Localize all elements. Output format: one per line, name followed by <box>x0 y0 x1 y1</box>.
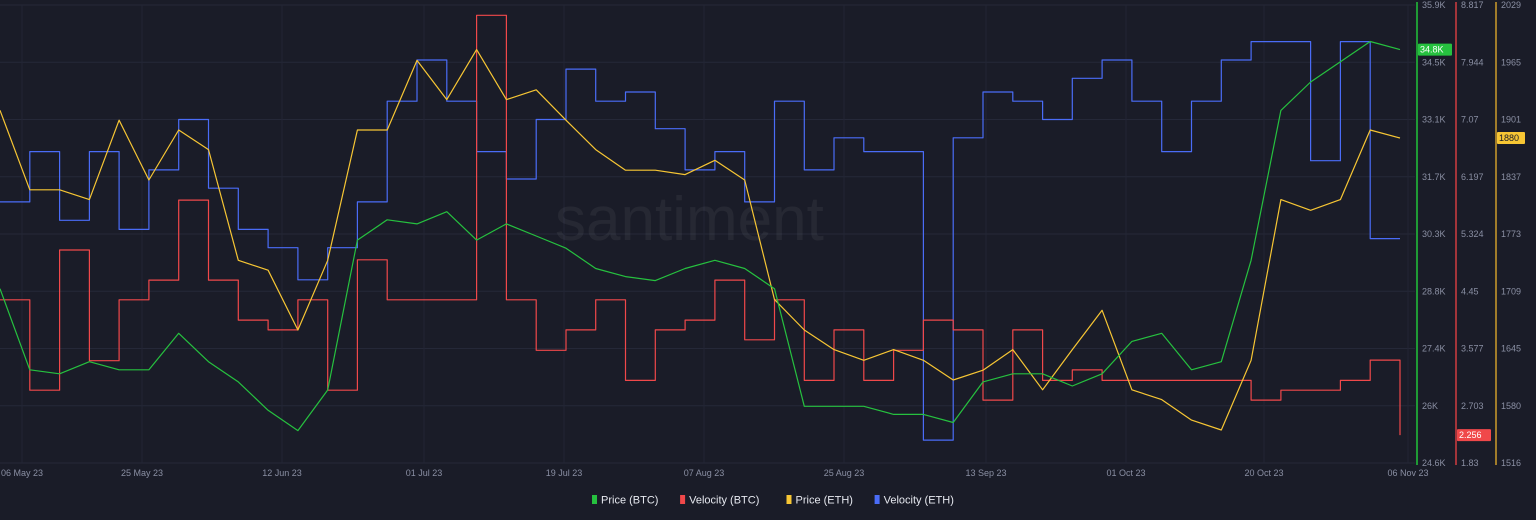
axis-tick-label: 24.6K <box>1422 458 1446 468</box>
legend: Price (BTC) Velocity (BTC) Price (ETH) Velo… <box>592 495 954 507</box>
x-tick-label: 25 Aug 23 <box>824 468 865 478</box>
current-value-badge <box>1418 43 1452 56</box>
current-value-label: 2.256 <box>1459 430 1482 440</box>
legend-swatch <box>592 495 597 504</box>
axis-tick-label: 3.577 <box>1461 344 1484 354</box>
current-value-label: 1880 <box>1499 133 1519 143</box>
axis-tick-label: 30.3K <box>1422 229 1446 239</box>
legend-swatch <box>786 495 792 504</box>
legend-swatch <box>680 495 686 504</box>
axis-tick-label: 1709 <box>1501 286 1521 296</box>
axis-tick-label: 1901 <box>1501 115 1521 125</box>
axis-tick-label: 33.1K <box>1422 115 1446 125</box>
axis-tick-label: 28.8K <box>1422 286 1446 296</box>
axis-tick-label: 1773 <box>1501 229 1521 239</box>
x-tick-label: 06 Nov 23 <box>1387 468 1428 478</box>
axis-tick-label: 1965 <box>1501 57 1521 67</box>
current-value-badge <box>1457 429 1491 442</box>
legend-swatch <box>874 495 880 504</box>
legend-label: Price (BTC) <box>601 495 658 507</box>
axis-tick-label: 4.45 <box>1461 286 1479 296</box>
axis-tick-label: 2.703 <box>1461 401 1484 411</box>
axis-tick-label: 1645 <box>1501 344 1521 354</box>
current-value-label: 34.8K <box>1420 45 1444 55</box>
series-line-velocity-eth <box>0 41 1400 441</box>
series-line-velocity-btc <box>0 14 1401 436</box>
legend-item[interactable]: Velocity (BTC) <box>680 495 759 507</box>
x-axis: 06 May 23 25 May 23 12 Jun 23 01 Jul 23 19 J… <box>1 468 1429 478</box>
axis-tick-label: 2029 <box>1501 0 1521 10</box>
axis-tick-label: 7.07 <box>1461 115 1479 125</box>
legend-item[interactable]: Price (BTC) <box>592 495 658 507</box>
axis-tick-label: 5.324 <box>1461 229 1484 239</box>
axis-tick-label: 1.83 <box>1461 458 1479 468</box>
axis-tick-label: 35.9K <box>1422 0 1446 10</box>
axis-tick-label: 31.7K <box>1422 172 1446 182</box>
axis-tick-label: 27.4K <box>1422 344 1446 354</box>
series-line-price-eth <box>0 49 1401 431</box>
x-tick-label: 13 Sep 23 <box>965 468 1006 478</box>
x-tick-label: 19 Jul 23 <box>546 468 583 478</box>
x-tick-label: 06 May 23 <box>1 468 43 478</box>
axis-tick-label: 6.197 <box>1461 172 1484 182</box>
current-value-badge <box>1497 132 1525 145</box>
axis-tick-label: 7.944 <box>1461 57 1484 67</box>
x-tick-label: 25 May 23 <box>121 468 163 478</box>
x-tick-label: 20 Oct 23 <box>1244 468 1283 478</box>
legend-label: Velocity (ETH) <box>884 495 954 507</box>
axis-tick-label: 34.5K <box>1422 57 1446 67</box>
x-tick-label: 07 Aug 23 <box>684 468 725 478</box>
axis-tick-label: 26K <box>1422 401 1438 411</box>
x-tick-label: 12 Jun 23 <box>262 468 302 478</box>
y-axes: 35.9K 34.5K 33.1K 31.7K 30.3K 28.8K 27.4K 26K 24… <box>1416 0 1525 468</box>
legend-item[interactable]: Velocity (ETH) <box>874 495 954 507</box>
axis-tick-label: 1837 <box>1501 172 1521 182</box>
axis-tick-label: 1580 <box>1501 401 1521 411</box>
series-line-price-btc <box>0 40 1401 432</box>
axis-tick-label: 8.817 <box>1461 0 1484 10</box>
watermark: santiment <box>555 185 824 254</box>
x-tick-label: 01 Jul 23 <box>406 468 443 478</box>
grid <box>0 4 1415 464</box>
x-tick-label: 01 Oct 23 <box>1106 468 1145 478</box>
legend-label: Velocity (BTC) <box>689 495 759 507</box>
axis-tick-label: 1516 <box>1501 458 1521 468</box>
legend-label: Price (ETH) <box>796 495 853 507</box>
series-lines <box>0 14 1401 441</box>
legend-item[interactable]: Price (ETH) <box>786 495 853 507</box>
